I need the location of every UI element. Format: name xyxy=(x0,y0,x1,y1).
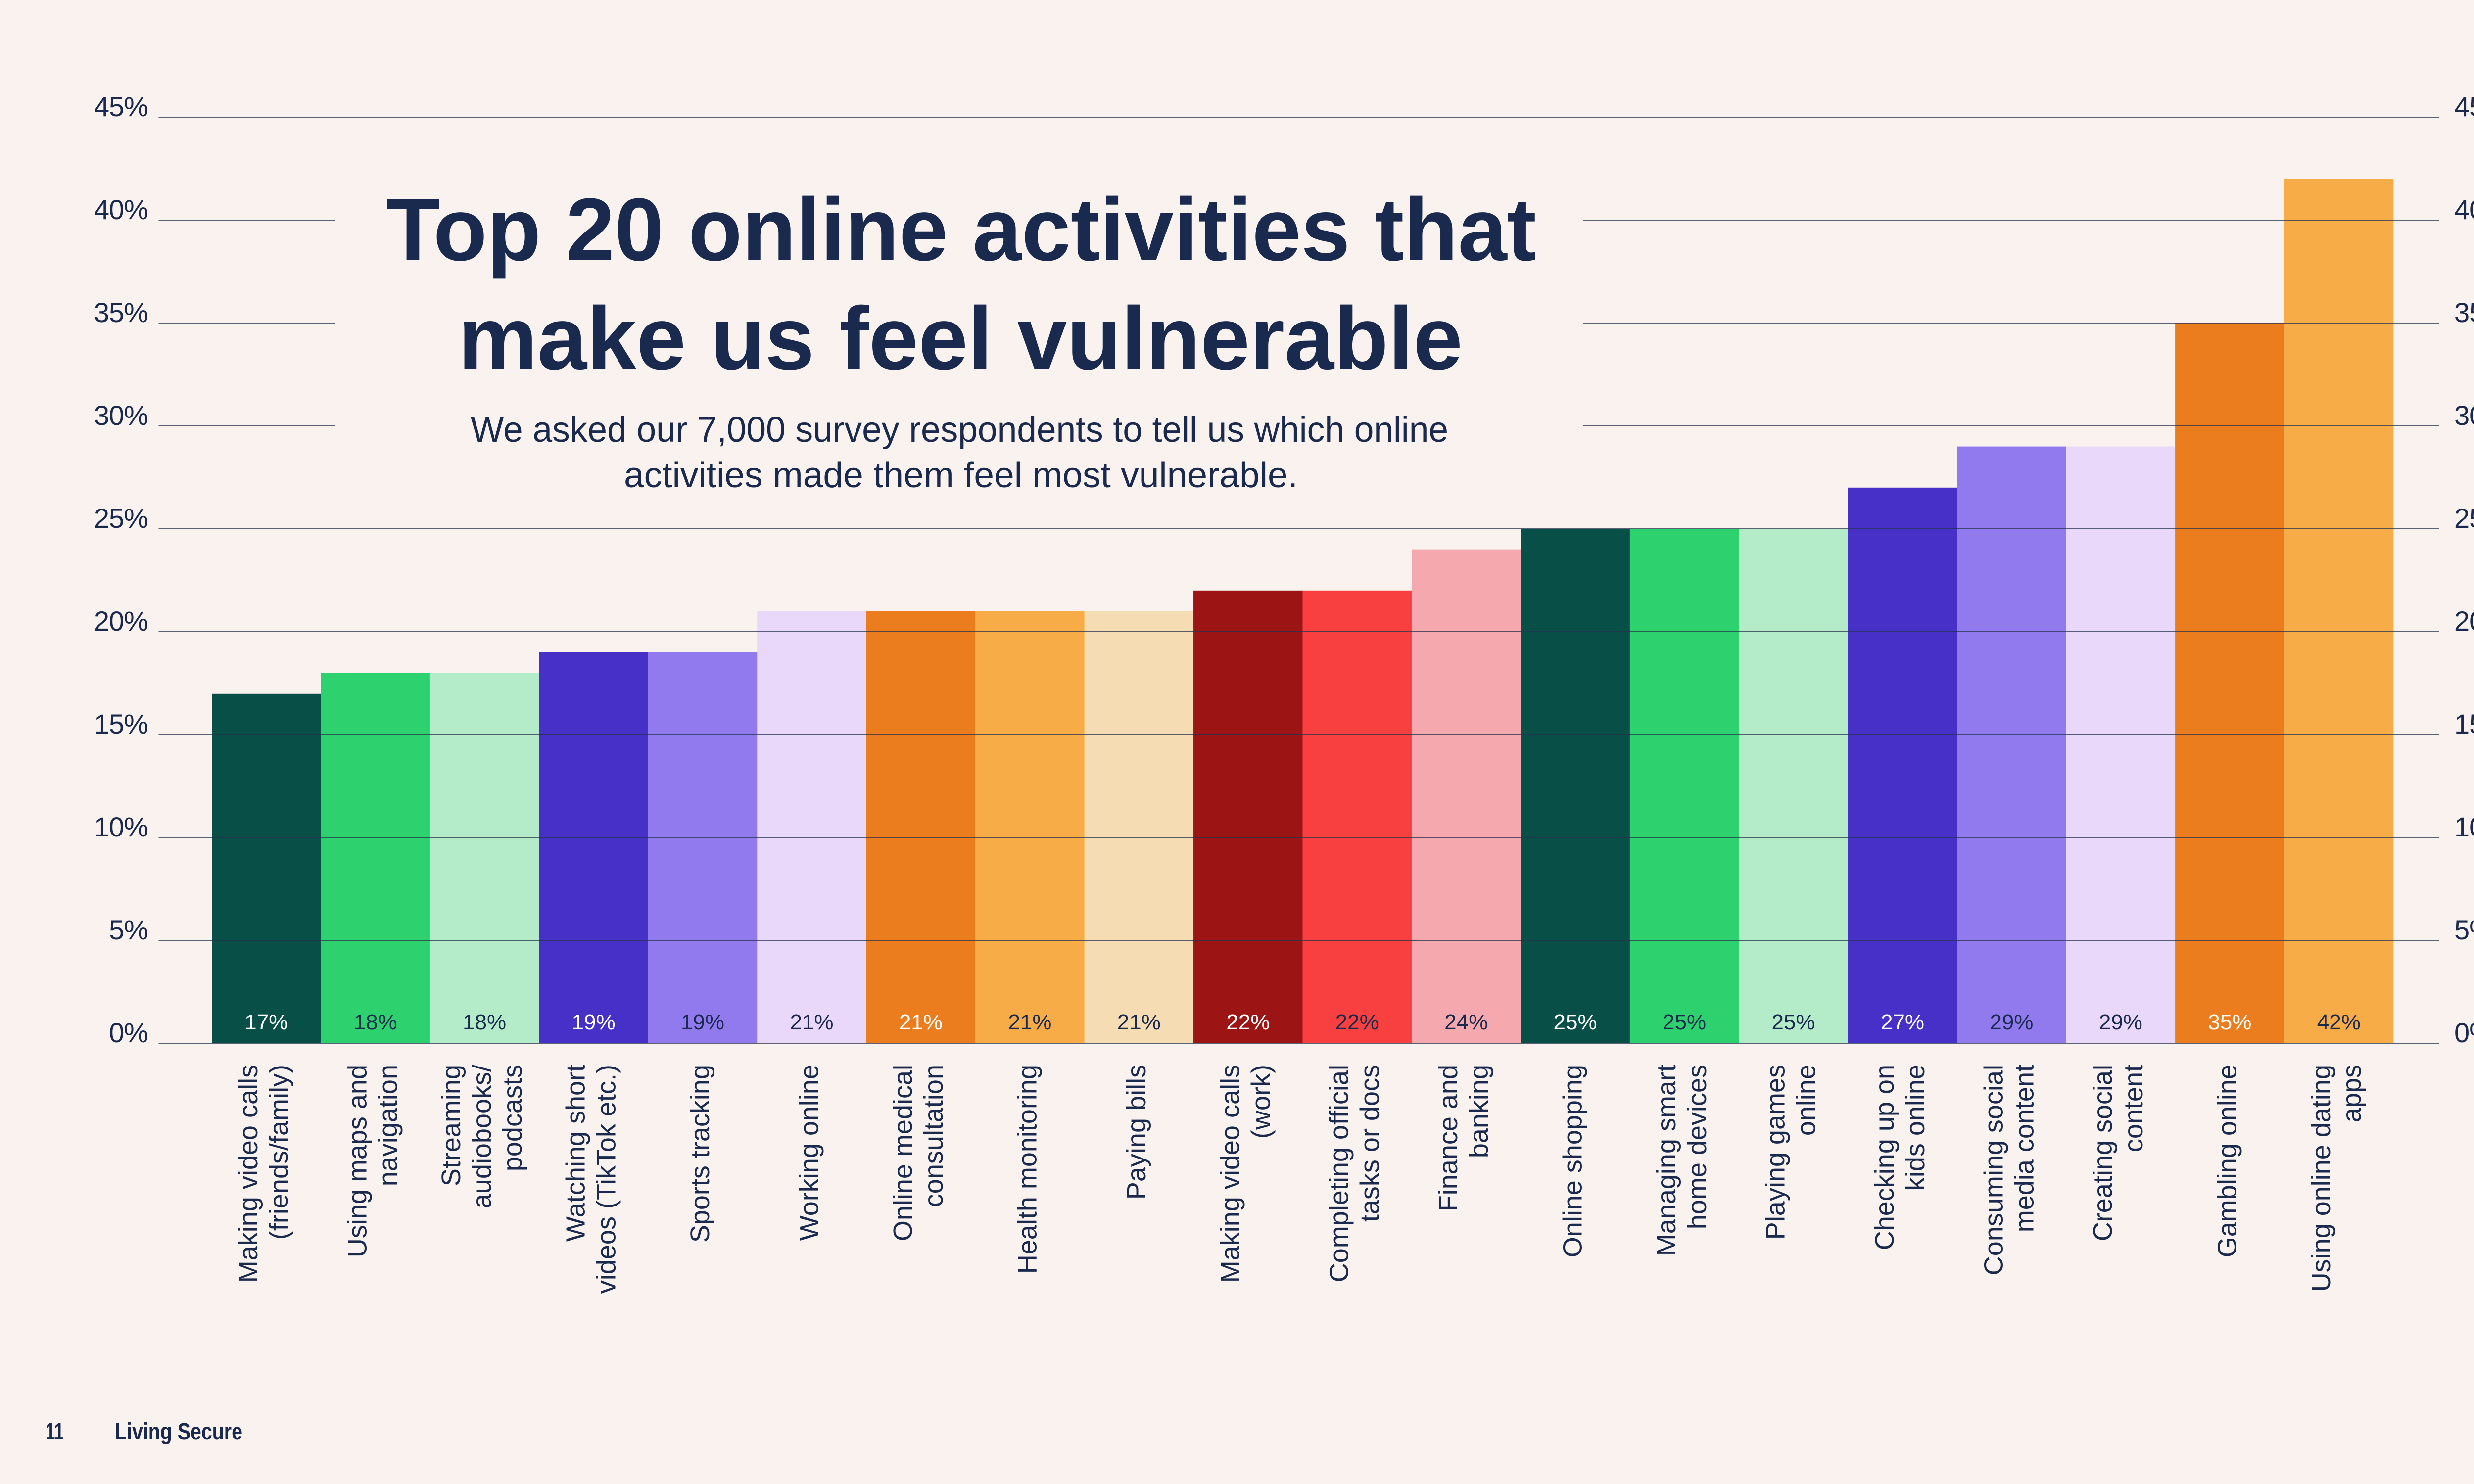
svg-text:24%: 24% xyxy=(1444,1010,1488,1034)
svg-text:activities made them feel most: activities made them feel most vulnerabl… xyxy=(624,456,1298,495)
svg-text:Gambling online: Gambling online xyxy=(2212,1065,2242,1257)
svg-text:18%: 18% xyxy=(463,1010,506,1034)
svg-text:21%: 21% xyxy=(1117,1010,1161,1034)
svg-text:30%: 30% xyxy=(94,400,148,431)
svg-text:19%: 19% xyxy=(681,1010,724,1034)
svg-text:17%: 17% xyxy=(244,1010,288,1034)
svg-text:35%: 35% xyxy=(2454,297,2474,328)
svg-text:40%: 40% xyxy=(2454,194,2474,225)
svg-text:29%: 29% xyxy=(2099,1010,2142,1034)
svg-text:15%: 15% xyxy=(2454,708,2474,740)
svg-text:Online shopping: Online shopping xyxy=(1558,1065,1588,1257)
svg-text:0%: 0% xyxy=(109,1017,148,1048)
svg-text:22%: 22% xyxy=(1335,1010,1379,1034)
svg-text:15%: 15% xyxy=(94,708,148,740)
svg-text:45%: 45% xyxy=(94,91,148,122)
svg-text:Top 20 online activities that: Top 20 online activities that xyxy=(386,180,1536,279)
svg-text:5%: 5% xyxy=(109,914,148,945)
svg-text:29%: 29% xyxy=(1990,1010,2033,1034)
svg-text:35%: 35% xyxy=(94,297,148,328)
svg-text:25%: 25% xyxy=(1554,1010,1597,1034)
svg-text:Working online: Working online xyxy=(795,1065,824,1241)
svg-text:Making video calls(friends/fam: Making video calls(friends/family) xyxy=(234,1065,294,1283)
svg-text:18%: 18% xyxy=(354,1010,397,1034)
svg-text:25%: 25% xyxy=(1771,1010,1815,1034)
svg-text:Sports tracking: Sports tracking xyxy=(685,1065,715,1243)
svg-text:Online medicalconsultation: Online medicalconsultation xyxy=(888,1065,949,1241)
svg-text:Managing smarthome devices: Managing smarthome devices xyxy=(1652,1065,1712,1256)
svg-text:Watching shortvideos (TikTok e: Watching shortvideos (TikTok etc.) xyxy=(561,1065,621,1294)
svg-text:Finance andbanking: Finance andbanking xyxy=(1433,1065,1494,1211)
svg-text:We asked our 7,000 survey resp: We asked our 7,000 survey respondents to… xyxy=(471,410,1448,450)
svg-text:21%: 21% xyxy=(790,1010,833,1034)
svg-text:30%: 30% xyxy=(2454,400,2474,431)
svg-text:22%: 22% xyxy=(1226,1010,1270,1034)
svg-text:11: 11 xyxy=(46,1419,64,1445)
svg-text:Checking up onkids online: Checking up onkids online xyxy=(1870,1065,1930,1250)
svg-text:Making video calls(work): Making video calls(work) xyxy=(1215,1065,1276,1283)
svg-text:Paying bills: Paying bills xyxy=(1122,1065,1151,1200)
svg-text:Playing gamesonline: Playing gamesonline xyxy=(1761,1065,1821,1240)
svg-text:19%: 19% xyxy=(572,1010,616,1034)
svg-text:5%: 5% xyxy=(2454,914,2474,945)
svg-text:25%: 25% xyxy=(1663,1010,1706,1034)
svg-text:Health monitoring: Health monitoring xyxy=(1012,1065,1042,1274)
svg-text:25%: 25% xyxy=(94,503,148,534)
svg-text:40%: 40% xyxy=(94,194,148,225)
svg-text:20%: 20% xyxy=(2454,605,2474,637)
svg-text:Using online datingapps: Using online datingapps xyxy=(2306,1065,2367,1292)
svg-text:Using maps andnavigation: Using maps andnavigation xyxy=(343,1065,403,1257)
svg-text:27%: 27% xyxy=(1881,1010,1924,1034)
svg-text:Creating socialcontent: Creating socialcontent xyxy=(2088,1065,2148,1241)
svg-text:10%: 10% xyxy=(94,811,148,842)
svg-text:45%: 45% xyxy=(2454,91,2474,122)
svg-text:21%: 21% xyxy=(1008,1010,1051,1034)
svg-text:Streamingaudiobooks/podcasts: Streamingaudiobooks/podcasts xyxy=(436,1065,527,1208)
svg-text:20%: 20% xyxy=(94,605,148,637)
svg-text:make us feel vulnerable: make us feel vulnerable xyxy=(458,289,1463,388)
svg-text:21%: 21% xyxy=(899,1010,943,1034)
svg-text:Consuming socialmedia content: Consuming socialmedia content xyxy=(1979,1065,2039,1275)
svg-text:0%: 0% xyxy=(2454,1017,2474,1048)
svg-text:25%: 25% xyxy=(2454,503,2474,534)
svg-text:10%: 10% xyxy=(2454,811,2474,842)
svg-text:Completing officialtasks or do: Completing officialtasks or docs xyxy=(1325,1065,1385,1282)
svg-text:42%: 42% xyxy=(2317,1010,2361,1034)
svg-text:35%: 35% xyxy=(2208,1010,2251,1034)
svg-text:Living Secure: Living Secure xyxy=(115,1419,242,1445)
